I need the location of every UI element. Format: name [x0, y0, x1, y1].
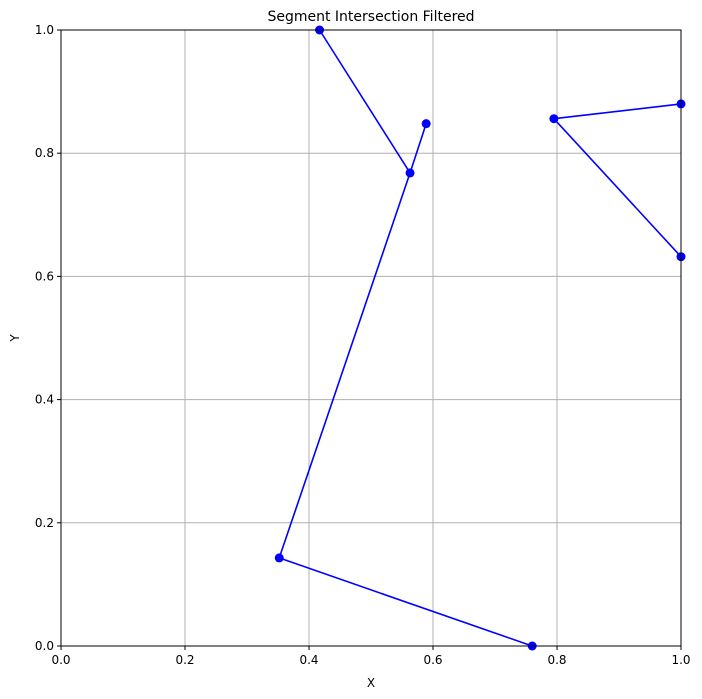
x-tick-label-0: 0.0: [51, 653, 70, 667]
segment-4: [553, 103, 682, 120]
x-axis-label: X: [367, 676, 375, 690]
point-3: [274, 553, 284, 563]
point-1: [405, 168, 415, 178]
segment-0: [318, 29, 411, 174]
x-tick-label-4: 0.8: [547, 653, 566, 667]
ticks-layer: 0.0 0.2 0.4 0.6 0.8 1.0 0.0 0.2 0.4 0.6 0.8 1.0: [35, 23, 691, 667]
y-axis-label: Y: [8, 334, 22, 343]
x-tick-label-5: 1.0: [671, 653, 690, 667]
y-tick-label-5: 1.0: [35, 23, 54, 37]
y-tick-label-4: 0.8: [35, 146, 54, 160]
y-tick-label-1: 0.2: [35, 516, 54, 530]
chart-title: Segment Intersection Filtered: [267, 9, 474, 25]
series-layer: [278, 29, 682, 647]
x-tick-label-3: 0.6: [423, 653, 442, 667]
x-tick-label-1: 0.2: [175, 653, 194, 667]
point-5: [549, 114, 559, 124]
segment-2: [278, 172, 411, 559]
point-2: [421, 119, 431, 129]
segment-3: [278, 557, 533, 647]
segment-1: [409, 123, 427, 174]
y-tick-label-0: 0.0: [35, 639, 54, 653]
x-tick-label-2: 0.4: [299, 653, 318, 667]
grid-layer: [60, 29, 682, 647]
y-tick-label-3: 0.6: [35, 269, 54, 283]
plot-frame: [60, 29, 682, 647]
segment-5: [553, 118, 682, 258]
y-tick-label-2: 0.4: [35, 393, 54, 407]
points-layer: [274, 25, 686, 651]
